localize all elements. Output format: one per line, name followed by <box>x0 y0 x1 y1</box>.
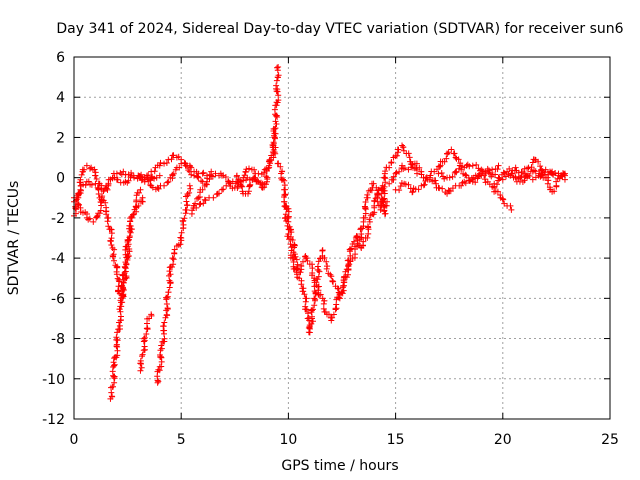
series-trace-13 <box>274 160 326 336</box>
y-tick-label: 6 <box>56 50 65 66</box>
series-markers <box>107 194 146 402</box>
y-tick-label: 4 <box>56 90 65 106</box>
chart-title: Day 341 of 2024, Sidereal Day-to-day VTE… <box>56 21 623 37</box>
y-tick-label: -12 <box>42 412 65 428</box>
data-markers <box>71 64 568 402</box>
series-trace-5 <box>137 311 155 374</box>
series-trace-6 <box>154 182 194 386</box>
y-tick-label: 2 <box>56 130 65 146</box>
series-markers <box>154 182 194 386</box>
y-axis-ticks: -12 -10 -8 -6 -4 -2 0 2 4 6 <box>42 50 610 428</box>
series-markers <box>274 160 326 336</box>
y-tick-label: -10 <box>42 372 65 388</box>
series-markers <box>392 172 515 213</box>
series-trace-18 <box>392 172 515 213</box>
y-tick-label: -6 <box>51 291 65 307</box>
series-markers <box>510 166 568 185</box>
x-tick-label: 10 <box>279 432 297 448</box>
y-tick-label: 0 <box>56 171 65 187</box>
x-tick-label: 25 <box>601 432 619 448</box>
series-trace-21 <box>510 166 568 185</box>
series-markers <box>269 64 282 151</box>
y-tick-label: -2 <box>51 211 65 227</box>
series-trace-16 <box>360 142 421 221</box>
x-tick-label: 5 <box>177 432 186 448</box>
x-tick-label: 20 <box>494 432 512 448</box>
y-tick-label: -4 <box>51 251 65 267</box>
series-trace-12 <box>269 64 282 151</box>
y-axis-label: SDTVAR / TECUs <box>6 181 22 296</box>
x-tick-label: 15 <box>387 432 405 448</box>
y-tick-label: -8 <box>51 332 65 348</box>
series-markers <box>143 152 206 185</box>
series-markers <box>360 142 421 221</box>
series-markers <box>137 311 155 374</box>
plot-frame <box>73 56 611 420</box>
x-axis-label: GPS time / hours <box>281 458 398 474</box>
series-trace-4 <box>107 194 146 402</box>
x-tick-label: 0 <box>70 432 79 448</box>
series-trace-8 <box>143 152 206 185</box>
